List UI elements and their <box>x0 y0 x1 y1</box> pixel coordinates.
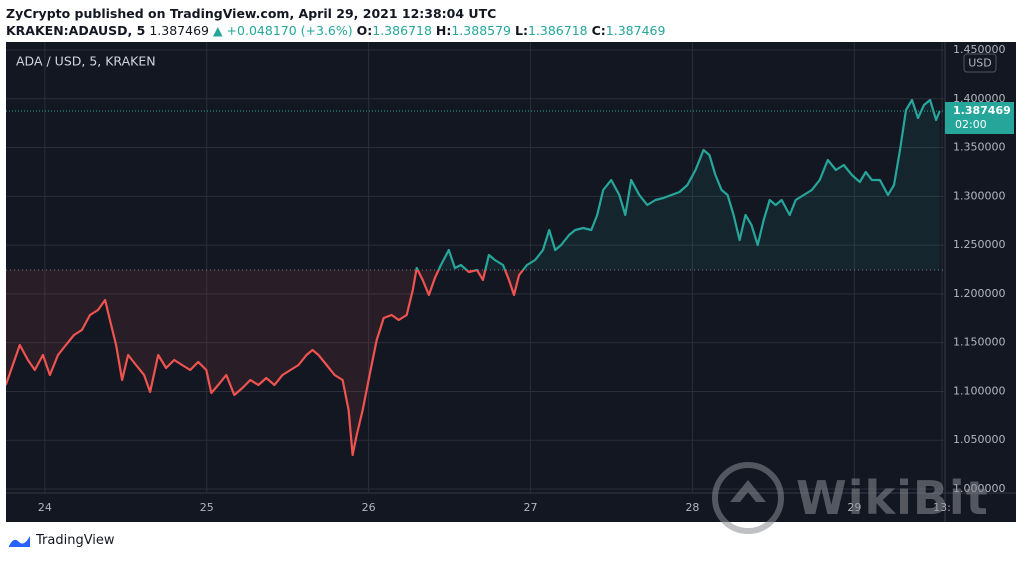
last-price-box <box>945 102 1014 135</box>
plot-area <box>6 98 945 457</box>
ohlc: O:1.386718 H:1.388579 L:1.386718 C:1.387… <box>357 23 666 38</box>
y-tick-label: 1.450000 <box>953 43 1006 56</box>
ohlc-value: 1.386718 <box>372 23 432 38</box>
y-tick-label: 1.400000 <box>953 92 1006 105</box>
y-tick-label: 1.250000 <box>953 238 1006 251</box>
y-tick-label: 1.350000 <box>953 141 1006 154</box>
y-tick-label: 1.050000 <box>953 433 1006 446</box>
ohlc-value: 1.388579 <box>451 23 512 38</box>
y-tick-label: 1.200000 <box>953 287 1006 300</box>
price: 1.387469 <box>149 23 209 38</box>
quote-line: KRAKEN:ADAUSD, 5 1.387469 ▲ +0.048170 (+… <box>6 23 665 38</box>
ohlc-key: L: <box>515 23 528 38</box>
x-tick-label: 13: <box>933 501 951 514</box>
ohlc-value: 1.386718 <box>527 23 588 38</box>
ohlc-key: C: <box>591 23 606 38</box>
price-line <box>6 98 941 457</box>
x-tick-label: 28 <box>685 501 699 514</box>
x-tick-label: 29 <box>847 501 861 514</box>
x-tick-label: 24 <box>38 501 52 514</box>
y-tick-label: 1.150000 <box>953 336 1006 349</box>
footer: TradingView <box>8 533 115 548</box>
brand: TradingView <box>36 533 115 548</box>
chart-title: ADA / USD, 5, KRAKEN <box>16 54 156 69</box>
ohlc-key: O: <box>356 23 373 38</box>
chart: ADA / USD, 5, KRAKEN USD 1.000000 1.05000… <box>6 42 1016 522</box>
watermark: WikiBit <box>712 462 989 534</box>
currency: USD <box>968 57 992 70</box>
baseline-area <box>6 100 940 455</box>
y-tick-label: 1.000000 <box>953 482 1006 495</box>
x-tick-label: 25 <box>200 501 214 514</box>
x-tick-label: 26 <box>362 501 376 514</box>
ohlc-key: H: <box>435 23 452 38</box>
change: ▲ +0.048170 (+3.6%) <box>212 23 353 38</box>
byline-text: ZyCrypto published on TradingView.com, A… <box>6 6 497 21</box>
y-tick-label: 1.300000 <box>953 189 1006 202</box>
watermark-logo <box>712 462 784 534</box>
x-tick-label: 27 <box>524 501 538 514</box>
brand-logo <box>9 535 30 547</box>
watermark-text: WikiBit <box>796 471 989 525</box>
countdown: 02:00 <box>955 118 987 131</box>
currency-badge <box>963 53 997 73</box>
symbol: KRAKEN:ADAUSD, 5 <box>6 23 146 38</box>
byline: ZyCrypto published on TradingView.com, A… <box>6 6 496 21</box>
y-tick-label: 1.100000 <box>953 384 1006 397</box>
ohlc-value: 1.387469 <box>605 23 666 38</box>
last-price-label: 1.387469 <box>953 104 1011 117</box>
